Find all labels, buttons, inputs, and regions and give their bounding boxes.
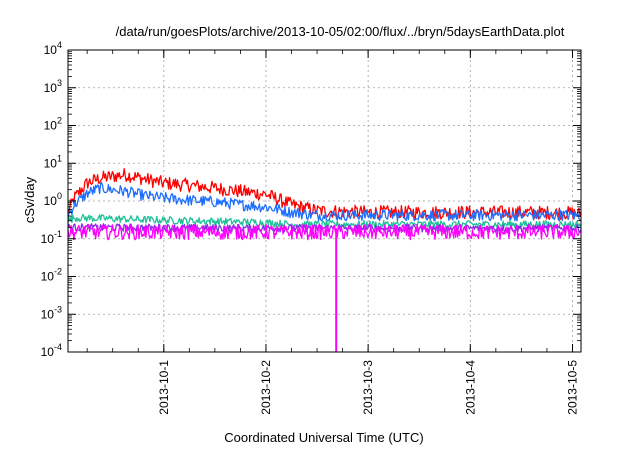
- series-line: [67, 213, 582, 229]
- y-axis: 10-4 10-3 10-2 10-1 100 101 102 103 104: [41, 40, 581, 359]
- y-tick-label: 10-4: [41, 342, 62, 359]
- y-tick-label: 102: [44, 116, 62, 133]
- x-axis-label: Coordinated Universal Time (UTC): [224, 430, 423, 445]
- series-line: [67, 168, 582, 221]
- x-tick-label: 2013-10-5: [565, 360, 579, 415]
- x-tick-label: 2013-10-2: [259, 360, 273, 415]
- y-tick-label: 10-2: [41, 267, 62, 284]
- x-tick-label: 2013-10-1: [157, 360, 171, 415]
- chart-title: /data/run/goesPlots/archive/2013-10-05/0…: [116, 24, 565, 39]
- y-axis-label: cSv/day: [22, 176, 37, 223]
- y-tick-label: 103: [44, 78, 62, 95]
- y-tick-label: 101: [44, 153, 62, 170]
- y-tick-label: 10-1: [41, 229, 62, 246]
- y-tick-label: 10-3: [41, 304, 62, 321]
- x-tick-label: 2013-10-4: [463, 360, 477, 415]
- series-line: [67, 223, 582, 241]
- x-axis: 2013-10-1 2013-10-2 2013-10-3 2013-10-4 2013…: [86, 50, 579, 415]
- series-line: [67, 181, 582, 222]
- series-group: [67, 168, 582, 352]
- grid: [68, 50, 581, 352]
- x-tick-label: 2013-10-3: [361, 360, 375, 415]
- y-tick-label: 104: [44, 40, 62, 57]
- y-tick-label: 100: [44, 191, 62, 208]
